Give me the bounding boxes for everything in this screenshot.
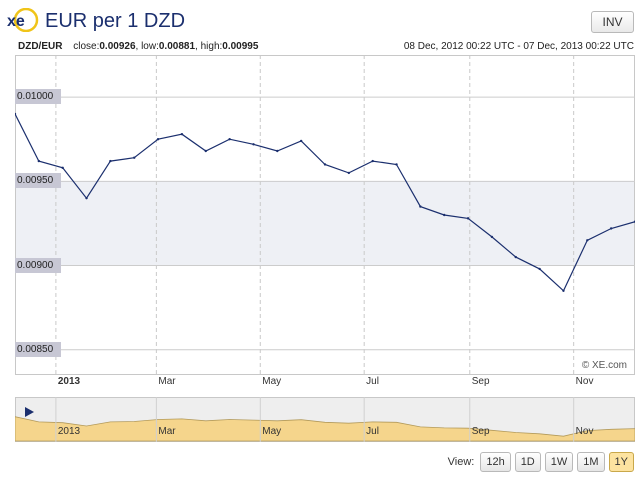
main-chart[interactable]: 0.01000 0.00950 0.00900 0.00850 © XE.com [15, 55, 635, 375]
rate-point [538, 267, 541, 271]
chart-title: EUR per 1 DZD [45, 10, 186, 32]
rate-point [466, 217, 470, 220]
view-button-12h[interactable]: 12h [480, 452, 511, 472]
low-label: low: [141, 41, 159, 52]
low-value: 0.00881 [158, 41, 196, 52]
main-chart-svg [15, 55, 635, 375]
navigator-tick-label: Nov [575, 426, 594, 437]
rate-point [37, 159, 41, 163]
rate-point [180, 132, 184, 136]
rate-point [419, 205, 422, 208]
rate-point [252, 143, 255, 146]
navigator-tick-label: Jul [366, 426, 379, 437]
high-value: 0.00995 [222, 41, 259, 52]
info-bar: DZD/EUR close:0.00926, low:0.00881, high… [18, 41, 634, 53]
x-tick-label: May [262, 376, 282, 387]
rate-point [633, 220, 635, 223]
navigator-svg [15, 397, 635, 442]
high-label: high: [200, 41, 223, 52]
date-range: 08 Dec, 2012 00:22 UTC - 07 Dec, 2013 00… [403, 41, 634, 52]
currency-pair: DZD/EUR [18, 41, 63, 52]
y-tick-label: 0.01000 [15, 89, 61, 105]
rate-point [514, 255, 517, 259]
x-tick-label: Nov [575, 376, 594, 387]
rate-point [156, 138, 160, 141]
x-tick-label: Sep [471, 376, 490, 387]
close-value: 0.00926 [99, 41, 136, 52]
rate-point [228, 138, 231, 141]
x-tick-label: Jul [366, 376, 379, 387]
stats: close:0.00926, low:0.00881, high:0.00995 [73, 41, 259, 52]
rate-point [109, 159, 112, 163]
rate-point [443, 213, 446, 217]
rate-point [395, 163, 398, 166]
navigator-tick-label: Sep [471, 426, 490, 437]
rate-point [490, 235, 494, 239]
logo-text: xe [7, 13, 25, 30]
view-button-1d[interactable]: 1D [514, 452, 541, 472]
navigator-handle-icon[interactable] [25, 407, 34, 417]
y-tick-label: 0.00850 [15, 341, 61, 357]
view-button-1w[interactable]: 1W [544, 452, 574, 472]
rate-point [323, 163, 327, 166]
navigator-series [15, 416, 635, 442]
rate-point [15, 112, 17, 116]
x-tick-label: 2013 [57, 376, 81, 387]
rate-point [61, 166, 64, 170]
view-button-1m[interactable]: 1M [577, 452, 605, 472]
rate-point [85, 196, 88, 200]
xe-logo-icon: xe [7, 8, 39, 32]
rate-point [609, 227, 613, 230]
x-tick-label: Mar [158, 376, 176, 387]
view-button-1y[interactable]: 1Y [608, 452, 634, 472]
rate-point [299, 139, 303, 143]
y-tick-label: 0.00950 [15, 173, 61, 189]
navigator-tick-label: Mar [158, 426, 176, 437]
navigator[interactable]: 2013 Mar May Jul Sep Nov [15, 397, 635, 442]
view-controls: View: 12h 1D 1W 1M 1Y [448, 452, 634, 472]
invert-button[interactable]: INV [591, 11, 634, 33]
view-label: View: [447, 456, 475, 468]
x-axis: 2013 Mar May Jul Sep Nov [15, 376, 635, 390]
navigator-tick-label: May [262, 426, 282, 437]
plot-band [16, 181, 634, 266]
rate-point [133, 156, 136, 159]
credit: © XE.com [581, 360, 627, 371]
close-label: close: [73, 41, 100, 52]
rate-point [586, 239, 589, 242]
rate-point [276, 149, 279, 153]
rate-point [347, 171, 351, 175]
y-tick-label: 0.00900 [15, 257, 61, 273]
navigator-tick-label: 2013 [57, 426, 81, 437]
rate-point [371, 159, 374, 163]
rate-point [204, 149, 207, 153]
rate-point [562, 289, 565, 292]
